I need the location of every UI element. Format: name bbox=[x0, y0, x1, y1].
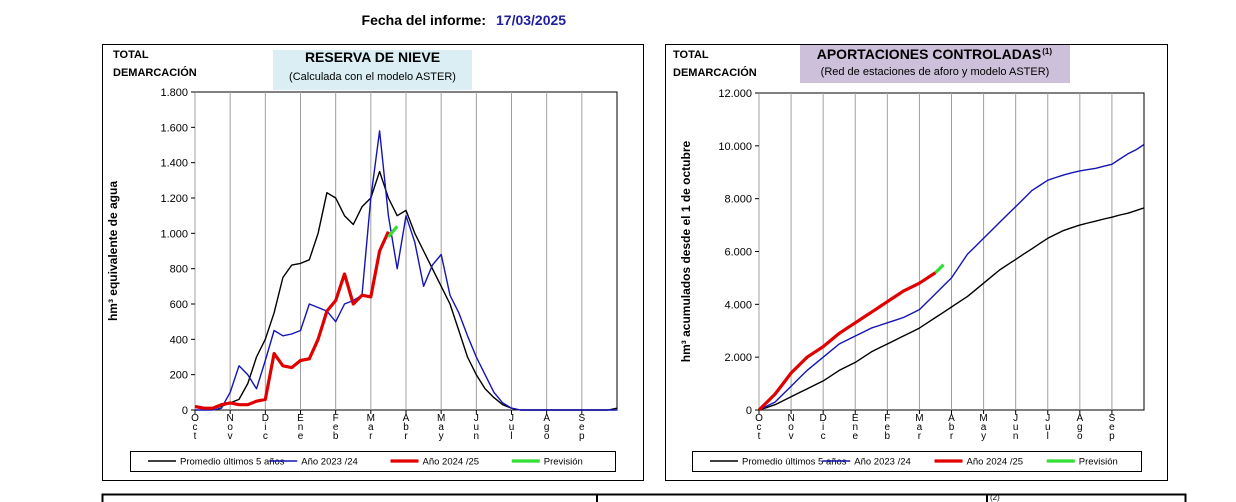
chart: TOTAL DEMARCACIÓN RESERVA DE NIEVE (Calcula… bbox=[102, 44, 644, 481]
x-tick-label: Mar bbox=[914, 413, 925, 440]
title-box bbox=[800, 45, 1070, 83]
y-axis-title: hm³ equivalente de agua bbox=[106, 181, 120, 321]
x-tick-label: Sep bbox=[1106, 413, 1117, 441]
x-tick-label: Dic bbox=[818, 413, 829, 440]
y-tick-label: 10.000 bbox=[718, 141, 752, 153]
x-tick-label: Ene bbox=[850, 413, 861, 440]
table-frame bbox=[101, 493, 1187, 502]
y-axis-title: hm³ acumulados desde el 1 de octubre bbox=[679, 140, 693, 362]
chart-subtitle: (Calculada con el modelo ASTER) bbox=[289, 71, 456, 83]
legend-label: Previsión bbox=[1079, 457, 1118, 468]
series-line bbox=[934, 263, 945, 274]
y-tick-label: 1.400 bbox=[160, 158, 188, 170]
legend-label: Previsión bbox=[544, 457, 583, 468]
series-line bbox=[757, 271, 937, 412]
y-tick-label: 1.800 bbox=[160, 87, 188, 99]
chart: TOTAL DEMARCACIÓN APORTACIONES CONTROLADAS… bbox=[665, 44, 1168, 481]
legend-label: Año 2023 /24 bbox=[854, 457, 911, 468]
report-date: 17/03/2025 bbox=[496, 12, 566, 28]
legend-label: Año 2024 /25 bbox=[423, 457, 480, 468]
y-tick-label: 1.200 bbox=[160, 193, 188, 205]
series-line bbox=[387, 225, 399, 238]
chart-title: RESERVA DE NIEVE bbox=[305, 49, 440, 65]
y-tick-label: 12.000 bbox=[718, 88, 752, 100]
y-tick-label: 400 bbox=[170, 334, 188, 346]
corner-label: DEMARCACIÓN bbox=[673, 66, 757, 79]
chart-frame bbox=[665, 44, 1168, 481]
x-tick-label: Feb bbox=[882, 413, 893, 440]
y-tick-label: 8.000 bbox=[724, 194, 752, 206]
x-tick-label: Mar bbox=[365, 413, 376, 440]
title-box bbox=[273, 50, 472, 90]
x-tick-label: Abr bbox=[401, 413, 412, 440]
x-tick-label: Oct bbox=[190, 413, 201, 440]
series-line bbox=[758, 143, 1145, 411]
y-tick-label: 0 bbox=[182, 405, 188, 417]
corner-label: TOTAL bbox=[113, 49, 149, 61]
x-tick-label: Ago bbox=[1074, 413, 1085, 440]
chart-title: APORTACIONES CONTROLADAS bbox=[817, 46, 1042, 62]
series-line bbox=[758, 207, 1145, 411]
x-tick-label: Jul bbox=[1042, 413, 1053, 440]
corner-label: DEMARCACIÓN bbox=[113, 66, 197, 79]
legend-label: Promedio últimos 5 años bbox=[180, 457, 285, 468]
y-tick-label: 2.000 bbox=[724, 352, 752, 364]
chart-frame bbox=[102, 44, 644, 481]
x-tick-label: May bbox=[978, 413, 989, 441]
table-note: (2) bbox=[990, 493, 1000, 502]
y-tick-label: 1.600 bbox=[160, 122, 188, 134]
x-tick-label: Sep bbox=[576, 413, 587, 441]
x-tick-label: Nov bbox=[225, 413, 236, 440]
x-tick-label: Jun bbox=[1010, 413, 1021, 440]
y-tick-label: 600 bbox=[170, 299, 188, 311]
y-tick-label: 4.000 bbox=[724, 299, 752, 311]
corner-label: TOTAL bbox=[673, 49, 709, 61]
series-line bbox=[194, 230, 390, 410]
legend-label: Año 2023 /24 bbox=[301, 457, 358, 468]
series-line bbox=[195, 130, 617, 411]
x-tick-label: Ago bbox=[541, 413, 552, 440]
x-tick-label: May bbox=[436, 413, 447, 441]
x-tick-label: Dic bbox=[260, 413, 271, 440]
chart-subtitle: (Red de estaciones de aforo y modelo AST… bbox=[821, 66, 1050, 78]
y-tick-label: 1.000 bbox=[160, 228, 188, 240]
legend-frame bbox=[692, 451, 1142, 472]
y-tick-label: 800 bbox=[170, 264, 188, 276]
legend-label: Año 2024 /25 bbox=[967, 457, 1024, 468]
y-tick-label: 200 bbox=[170, 370, 188, 382]
report-label: Fecha del informe: bbox=[362, 12, 486, 28]
legend-frame bbox=[130, 451, 616, 472]
y-tick-label: 0 bbox=[746, 405, 752, 417]
x-tick-label: Abr bbox=[946, 413, 957, 440]
x-tick-label: Feb bbox=[330, 413, 341, 440]
x-tick-label: Nov bbox=[786, 413, 797, 440]
x-tick-label: Jun bbox=[471, 413, 482, 440]
legend-label: Promedio últimos 5 años bbox=[742, 457, 847, 468]
title-superscript: (1) bbox=[1042, 47, 1052, 56]
x-tick-label: Oct bbox=[754, 413, 765, 440]
x-tick-label: Ene bbox=[295, 413, 306, 440]
x-tick-label: Jul bbox=[506, 413, 517, 440]
y-tick-label: 6.000 bbox=[724, 247, 752, 259]
